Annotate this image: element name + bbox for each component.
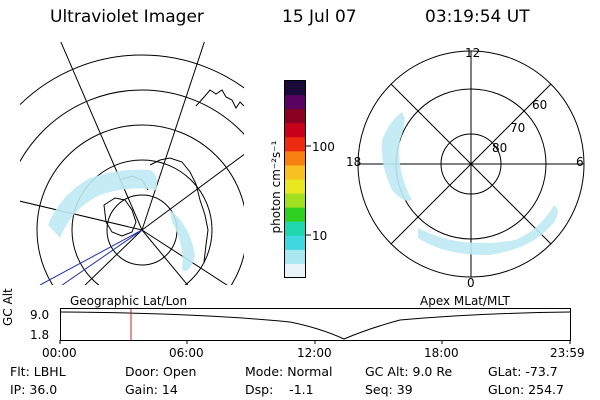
colorbar-tick-100: 100 [312,140,335,154]
time-label: 03:19:54 UT [425,7,530,27]
status-mode: Mode: Normal [245,364,333,379]
colorbar-band [285,263,305,279]
status-door: Door: Open [125,364,197,379]
status-flt: Flt: LBHL [10,364,66,379]
colorbar-band [285,179,305,195]
colorbar-band [285,221,305,237]
colorbar-band [285,193,305,209]
colorbar-band [285,151,305,166]
status-gain: Gain: 14 [125,382,178,397]
geographic-label: Geographic Lat/Lon [70,294,188,308]
mlat-label-80: 80 [492,141,508,155]
status-dsp: Dsp: -1.1 [245,382,314,397]
xtick-2359: 23:59 [550,346,585,360]
geographic-map [20,42,244,285]
gcalt-axis-label: GC Alt [1,288,15,326]
apex-label: Apex MLat/MLT [420,294,510,308]
colorbar-tick-10: 10 [312,229,328,243]
status-glon: GLon: 254.7 [488,382,564,397]
colorbar [284,80,311,279]
xtick-0600: 06:00 [169,346,204,360]
ytick-9: 9.0 [30,308,50,322]
mlt-label-12: 12 [465,46,481,60]
colorbar-band [285,81,305,96]
colorbar-band [285,207,305,223]
colorbar-band [285,109,305,124]
mlt-label-0: 0 [467,276,475,290]
ytick-1-8: 1.8 [30,328,50,342]
status-glat: GLat: -73.7 [488,364,558,379]
instrument-title: Ultraviolet Imager [50,7,204,27]
date-label: 15 Jul 07 [282,7,357,27]
colorbar-unit-label: photon cm⁻²s⁻¹ [269,140,283,234]
colorbar-band [285,137,305,152]
colorbar-band [285,95,305,110]
colorbar-band [285,249,305,265]
mlat-label-60: 60 [532,98,548,112]
colorbar-band [285,123,305,138]
magnetic-polar-map [357,50,585,278]
status-gcalt: GC Alt: 9.0 Re [365,364,453,379]
status-seq: Seq: 39 [365,382,413,397]
xtick-1200: 12:00 [297,346,332,360]
colorbar-band [285,165,305,180]
status-ip: IP: 36.0 [10,382,58,397]
xtick-1800: 18:00 [424,346,459,360]
mlt-label-6: 6 [576,155,584,169]
altitude-timeline [59,308,571,344]
mlat-label-70: 70 [510,121,526,135]
colorbar-band [285,235,305,251]
mlt-label-18: 18 [346,155,362,169]
xtick-0000: 00:00 [42,346,77,360]
